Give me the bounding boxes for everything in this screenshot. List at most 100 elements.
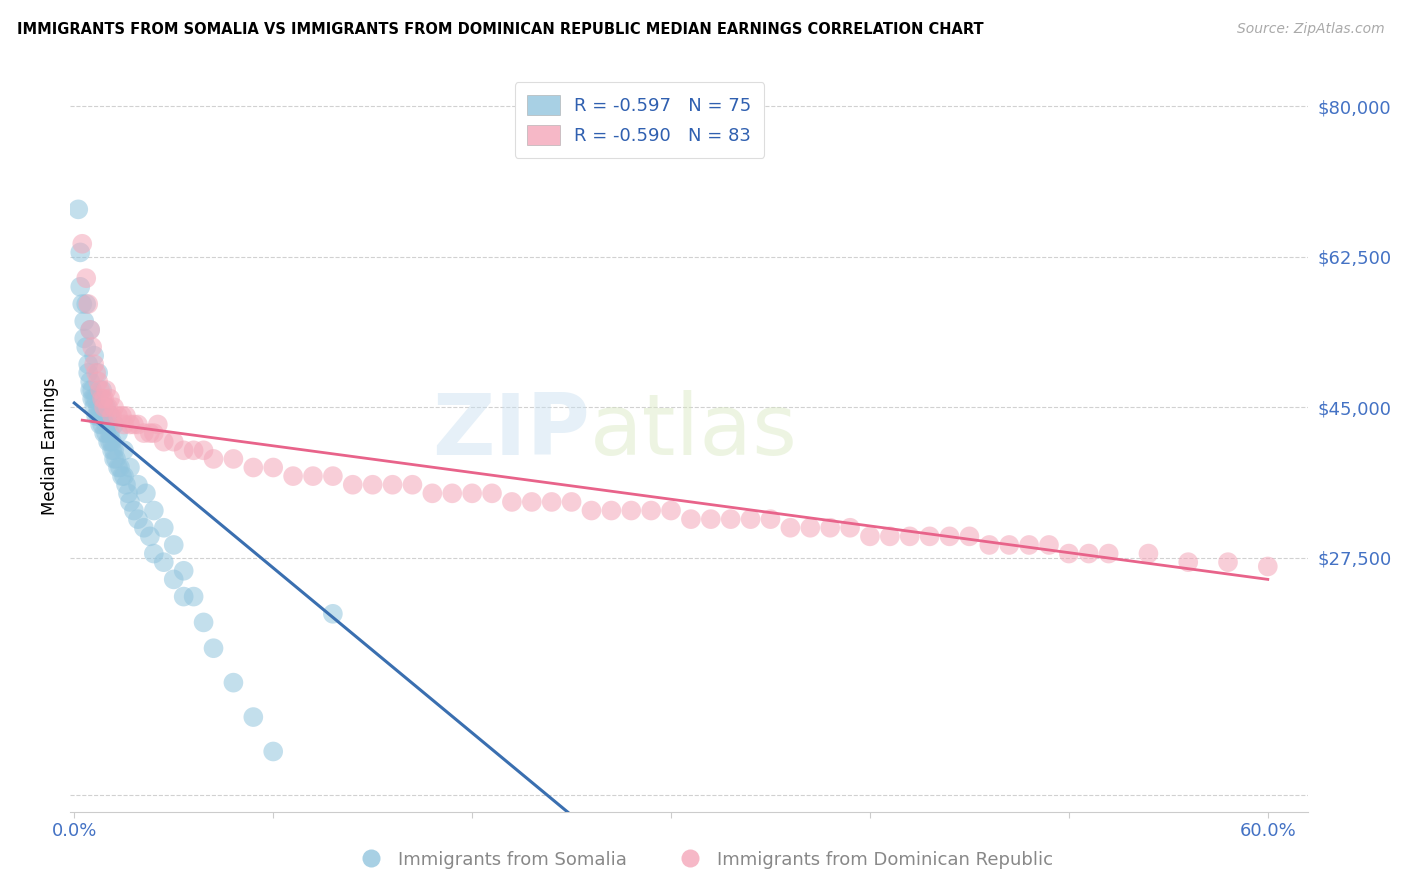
Point xyxy=(561,495,583,509)
Point xyxy=(103,443,125,458)
Point xyxy=(600,503,623,517)
Point xyxy=(127,417,149,432)
Point xyxy=(139,426,162,441)
Point xyxy=(818,521,841,535)
Text: ZIP: ZIP xyxy=(432,390,591,473)
Point xyxy=(127,512,149,526)
Point xyxy=(461,486,484,500)
Point xyxy=(115,409,138,423)
Point xyxy=(1216,555,1239,569)
Point xyxy=(242,460,264,475)
Point xyxy=(93,392,115,406)
Point xyxy=(142,547,165,561)
Point xyxy=(89,409,111,423)
Point xyxy=(918,529,941,543)
Point xyxy=(94,401,117,415)
Point xyxy=(84,366,107,380)
Point xyxy=(87,366,110,380)
Point xyxy=(82,340,104,354)
Point xyxy=(152,521,174,535)
Point xyxy=(82,392,104,406)
Point xyxy=(83,392,105,406)
Point xyxy=(70,297,93,311)
Point xyxy=(242,710,264,724)
Point xyxy=(105,451,128,466)
Point xyxy=(75,340,97,354)
Point xyxy=(152,434,174,449)
Text: Source: ZipAtlas.com: Source: ZipAtlas.com xyxy=(1237,22,1385,37)
Point xyxy=(91,383,114,397)
Point xyxy=(183,590,205,604)
Point xyxy=(262,460,284,475)
Point xyxy=(107,460,129,475)
Point xyxy=(112,469,135,483)
Point xyxy=(142,426,165,441)
Point xyxy=(97,417,120,432)
Point xyxy=(957,529,980,543)
Point xyxy=(281,469,304,483)
Point xyxy=(87,409,110,423)
Point xyxy=(108,460,131,475)
Point xyxy=(163,434,186,449)
Point xyxy=(93,426,115,441)
Point xyxy=(94,417,117,432)
Point xyxy=(938,529,960,543)
Point xyxy=(146,417,169,432)
Point xyxy=(83,357,105,371)
Point xyxy=(69,280,91,294)
Point xyxy=(101,443,124,458)
Point xyxy=(620,503,643,517)
Point xyxy=(107,426,129,441)
Point xyxy=(77,366,100,380)
Point xyxy=(420,486,443,500)
Point xyxy=(135,486,157,500)
Point xyxy=(132,426,155,441)
Text: atlas: atlas xyxy=(591,390,799,473)
Point xyxy=(202,451,225,466)
Point xyxy=(98,409,121,423)
Point xyxy=(97,434,120,449)
Point xyxy=(79,383,101,397)
Point xyxy=(107,409,129,423)
Point xyxy=(720,512,742,526)
Point xyxy=(101,409,124,423)
Point xyxy=(91,417,114,432)
Legend: R = -0.597   N = 75, R = -0.590   N = 83: R = -0.597 N = 75, R = -0.590 N = 83 xyxy=(515,82,765,158)
Point xyxy=(118,495,141,509)
Point xyxy=(112,417,135,432)
Point xyxy=(173,590,195,604)
Point xyxy=(759,512,782,526)
Point xyxy=(73,331,96,345)
Point xyxy=(127,477,149,491)
Point xyxy=(401,477,423,491)
Point xyxy=(481,486,503,500)
Point xyxy=(1098,547,1121,561)
Point xyxy=(262,744,284,758)
Point xyxy=(122,503,145,517)
Point xyxy=(799,521,821,535)
Point xyxy=(581,503,603,517)
Point xyxy=(1257,559,1279,574)
Point xyxy=(700,512,723,526)
Point xyxy=(898,529,921,543)
Point xyxy=(84,409,107,423)
Point xyxy=(152,555,174,569)
Point xyxy=(79,323,101,337)
Point xyxy=(1038,538,1060,552)
Point xyxy=(998,538,1021,552)
Point xyxy=(381,477,404,491)
Point xyxy=(87,375,110,389)
Point xyxy=(879,529,901,543)
Point xyxy=(89,383,111,397)
Point xyxy=(173,564,195,578)
Point xyxy=(1177,555,1199,569)
Point xyxy=(73,314,96,328)
Point xyxy=(118,417,141,432)
Point xyxy=(322,607,344,621)
Point xyxy=(103,417,125,432)
Point xyxy=(1057,547,1080,561)
Point xyxy=(94,383,117,397)
Point xyxy=(342,477,364,491)
Point xyxy=(115,477,138,491)
Point xyxy=(501,495,523,509)
